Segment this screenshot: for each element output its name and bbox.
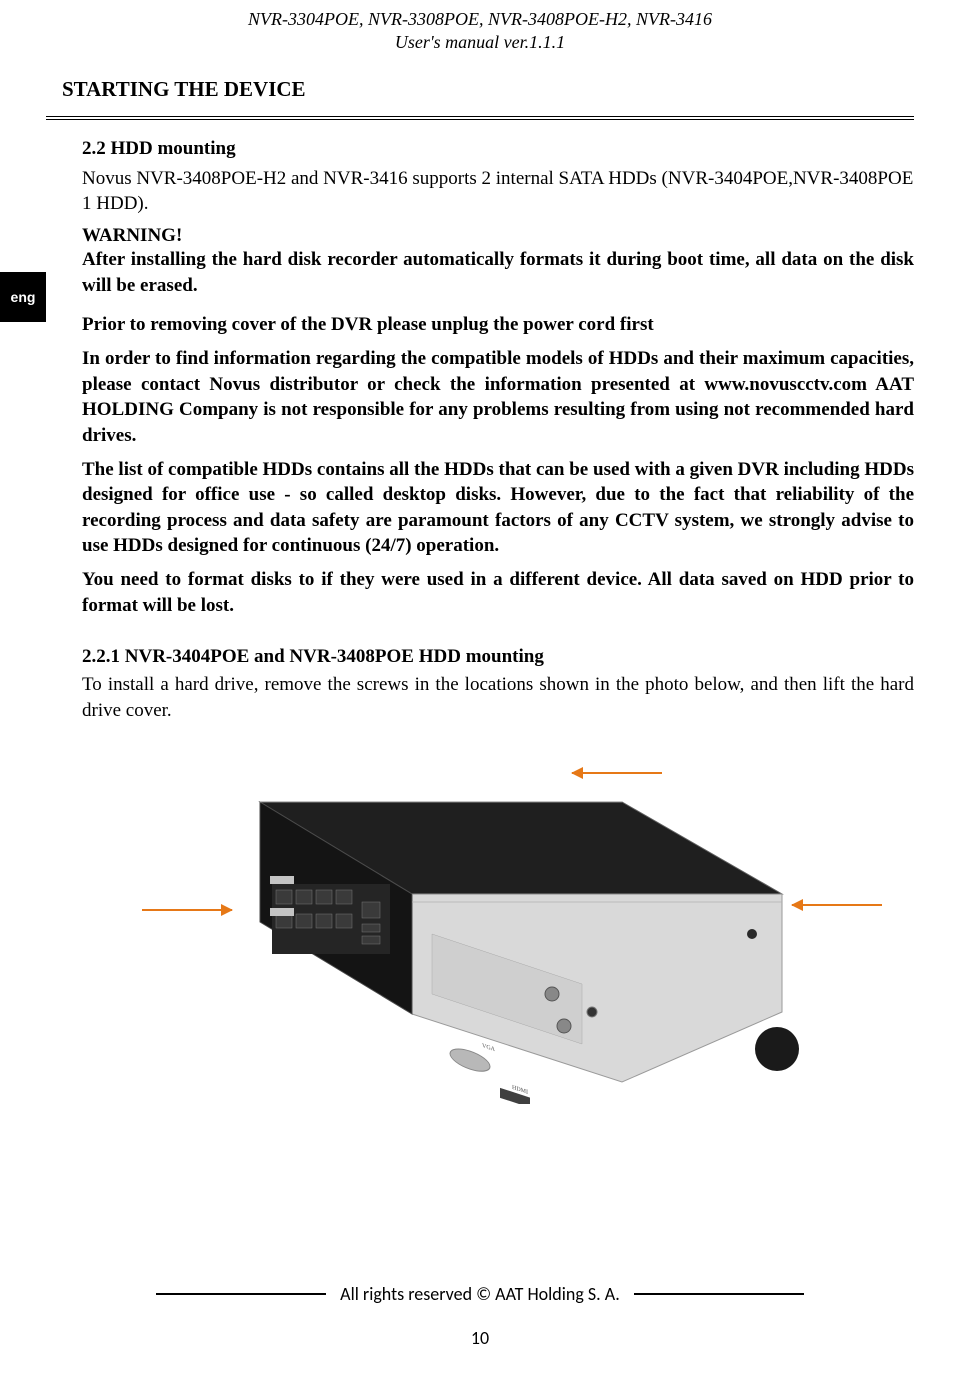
paragraph-format: You need to format disks to if they were… — [82, 567, 914, 618]
page-number: 10 — [0, 1327, 960, 1349]
doc-header-line1: NVR-3304POE, NVR-3308POE, NVR-3408POE-H2… — [0, 8, 960, 31]
warning-text: After installing the hard disk recorder … — [82, 247, 914, 298]
page-footer: All rights reserved © AAT Holding S. A. … — [0, 1283, 960, 1349]
paragraph-prior: Prior to removing cover of the DVR pleas… — [82, 312, 914, 338]
svg-text:VGA: VGA — [482, 1043, 496, 1053]
footer-rule-left — [156, 1293, 326, 1295]
paragraph-intro: Novus NVR-3408POE-H2 and NVR-3416 suppor… — [82, 166, 914, 217]
arrow-indicator-top — [572, 772, 662, 774]
heading-2-2: 2.2 HDD mounting — [82, 138, 914, 160]
section-divider — [46, 116, 914, 120]
footer-copyright: All rights reserved © AAT Holding S. A. — [340, 1283, 620, 1305]
paragraph-list: The list of compatible HDDs contains all… — [82, 457, 914, 560]
arrow-indicator-right — [792, 904, 882, 906]
arrow-indicator-left — [142, 909, 232, 911]
device-figure: VGA HDMI — [102, 764, 902, 1114]
warning-label: WARNING! — [82, 225, 914, 247]
paragraph-inorder: In order to find information regarding t… — [82, 346, 914, 449]
section-title: STARTING THE DEVICE — [62, 77, 960, 102]
heading-2-2-1: 2.2.1 NVR-3404POE and NVR-3408POE HDD mo… — [82, 646, 914, 668]
device-illustration: VGA HDMI — [242, 794, 802, 1104]
paragraph-install: To install a hard drive, remove the scre… — [82, 672, 914, 723]
footer-rule-right — [634, 1293, 804, 1295]
doc-header-line2: User's manual ver.1.1.1 — [0, 31, 960, 54]
language-tab: eng — [0, 272, 46, 322]
